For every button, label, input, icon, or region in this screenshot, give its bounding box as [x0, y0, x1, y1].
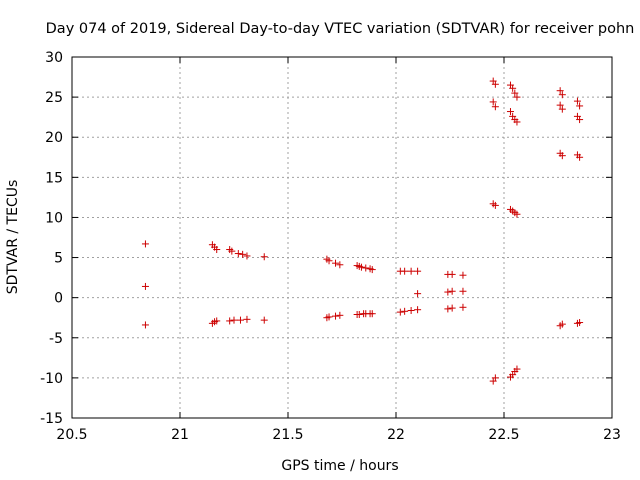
data-point — [576, 153, 584, 161]
data-point — [414, 290, 422, 298]
data-point — [573, 97, 581, 105]
data-point — [407, 267, 415, 275]
data-point — [213, 317, 221, 325]
data-point — [459, 303, 467, 311]
data-point — [509, 84, 517, 92]
data-point — [576, 102, 584, 110]
x-tick-label: 22.5 — [488, 427, 519, 443]
data-point — [459, 271, 467, 279]
x-tick-label: 20.5 — [56, 427, 87, 443]
data-point — [558, 152, 566, 160]
data-point — [414, 306, 422, 314]
y-tick-label: -5 — [49, 331, 63, 347]
data-point — [576, 116, 584, 124]
y-tick-label: 25 — [45, 90, 63, 106]
data-point — [489, 98, 497, 106]
y-tick-label: 10 — [45, 210, 63, 226]
x-tick-label: 23 — [603, 427, 621, 443]
data-point — [401, 307, 409, 315]
data-point — [576, 319, 584, 327]
data-point — [448, 270, 456, 278]
y-tick-label: 30 — [45, 50, 63, 66]
chart-title: Day 074 of 2019, Sidereal Day-to-day VTE… — [46, 21, 635, 37]
data-point — [556, 87, 564, 95]
data-point — [448, 287, 456, 295]
data-point — [332, 312, 340, 320]
data-point — [513, 210, 521, 218]
data-point — [491, 103, 499, 111]
data-point — [368, 310, 376, 318]
data-point — [325, 313, 333, 321]
data-point — [260, 253, 268, 261]
data-point — [448, 304, 456, 312]
data-point — [230, 316, 238, 324]
tick-labels: 20.5 21 21.5 22 22.5 23 -15 -10 -5 0 5 10 15 20 25 30 — [40, 50, 621, 443]
data-point — [558, 320, 566, 328]
data-point — [401, 267, 409, 275]
data-point — [558, 105, 566, 113]
data-point — [506, 108, 514, 116]
data-point — [491, 374, 499, 382]
data-point — [459, 287, 467, 295]
x-axis-label: GPS time / hours — [281, 458, 398, 474]
data-point — [243, 252, 251, 260]
data-point — [243, 315, 251, 323]
data-point — [325, 257, 333, 265]
y-tick-label: -15 — [40, 411, 63, 427]
data-point — [491, 80, 499, 88]
data-point — [141, 321, 149, 329]
x-tick-label: 22 — [387, 427, 405, 443]
data-point — [396, 308, 404, 316]
y-tick-label: 0 — [54, 291, 63, 307]
data-point — [513, 118, 521, 126]
data-point — [239, 250, 247, 258]
data-point — [414, 267, 422, 275]
data-point — [213, 246, 221, 254]
y-tick-label: 15 — [45, 170, 63, 186]
data-point — [491, 201, 499, 209]
data-point — [355, 311, 363, 319]
data-point — [228, 247, 236, 255]
data-point — [332, 259, 340, 267]
data-point — [141, 282, 149, 290]
data-point — [362, 264, 370, 272]
data-point — [236, 316, 244, 324]
data-point — [556, 101, 564, 109]
grid — [72, 57, 612, 418]
data-point — [407, 307, 415, 315]
y-axis-label: SDTVAR / TECUs — [5, 180, 21, 295]
data-point — [226, 317, 234, 325]
data-point — [336, 261, 344, 269]
x-tick-label: 21.5 — [272, 427, 303, 443]
plot-frame — [71, 56, 613, 419]
y-tick-label: 20 — [45, 130, 63, 146]
y-tick-label: 5 — [54, 251, 63, 267]
data-points — [141, 77, 584, 385]
data-point — [444, 288, 452, 296]
data-point — [234, 250, 242, 258]
data-point — [260, 316, 268, 324]
data-point — [368, 266, 376, 274]
data-point — [444, 305, 452, 313]
data-point — [511, 89, 519, 97]
data-point — [513, 365, 521, 373]
data-point — [336, 311, 344, 319]
x-tick-label: 21 — [171, 427, 189, 443]
axes — [71, 56, 613, 419]
data-point — [513, 93, 521, 101]
y-tick-label: -10 — [40, 371, 63, 387]
data-point — [558, 91, 566, 99]
data-point — [357, 263, 365, 271]
data-point — [141, 240, 149, 248]
